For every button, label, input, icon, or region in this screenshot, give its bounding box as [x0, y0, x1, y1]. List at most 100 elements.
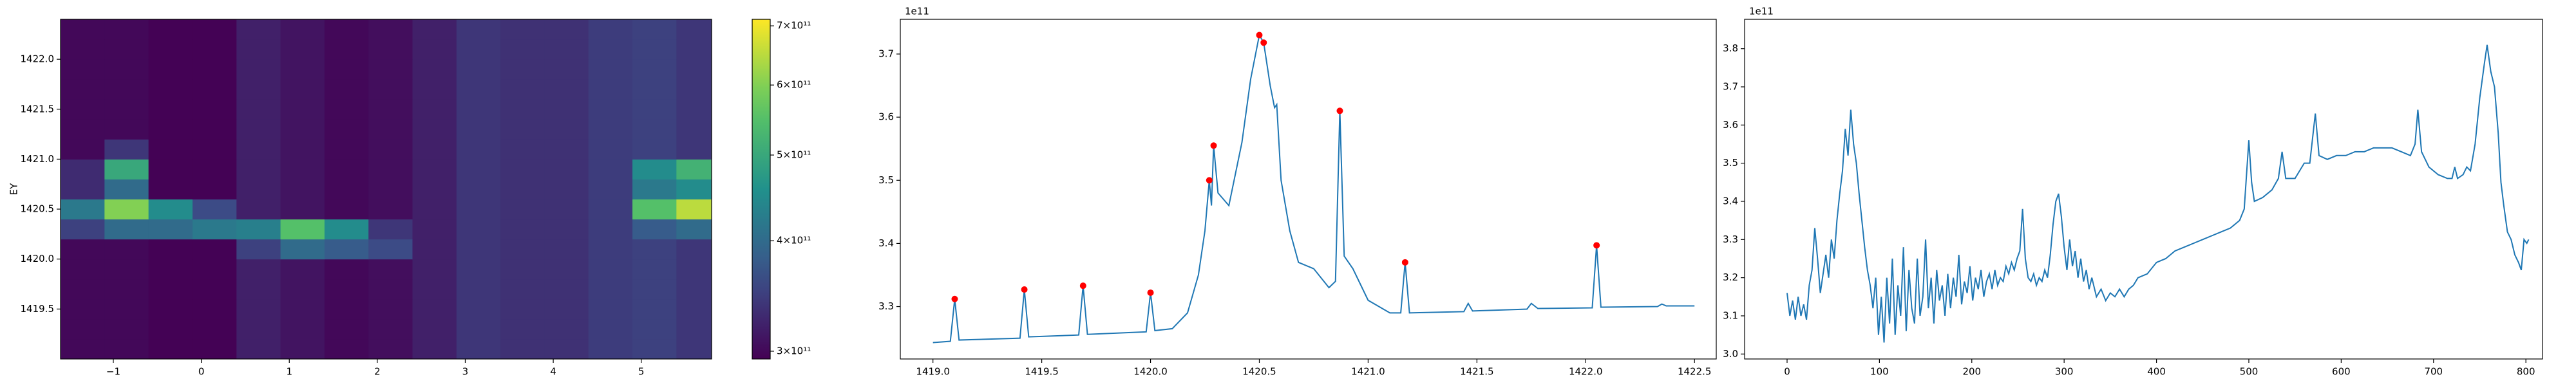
heatmap-cell	[104, 179, 149, 200]
heatmap-cell	[324, 119, 369, 140]
heatmap-cell	[324, 99, 369, 120]
colorbar-tick-label: 4×10¹¹	[777, 235, 811, 246]
heatmap-cell	[456, 139, 501, 160]
heatmap-cell	[368, 199, 413, 220]
heatmap-cell	[456, 119, 501, 140]
heatmap-cell	[544, 59, 589, 80]
heatmap-cell	[192, 199, 237, 220]
heatmap-cell	[412, 159, 457, 179]
heatmap-cell	[632, 19, 677, 40]
heatmap-cell	[632, 259, 677, 280]
heatmap-cell	[368, 39, 413, 60]
heatmap-cell	[588, 279, 633, 300]
heatmap-cell	[104, 299, 149, 320]
heatmap-cell	[412, 59, 457, 80]
heatmap-cell	[236, 59, 281, 80]
heatmap-cell	[148, 39, 193, 60]
heatmap-cell	[544, 79, 589, 100]
heatmap-cell	[280, 179, 325, 200]
y-tick-label: 1421.0	[21, 153, 55, 165]
heatmap-cell	[632, 239, 677, 260]
heatmap-cell	[104, 119, 149, 140]
heatmap-cell	[280, 39, 325, 60]
heatmap-cell	[104, 259, 149, 280]
heatmap-cell	[412, 19, 457, 40]
x-tick-label: 0	[198, 366, 205, 378]
heatmap-cell	[632, 99, 677, 120]
heatmap-cell	[104, 159, 149, 179]
heatmap-cell	[588, 139, 633, 160]
heatmap-cell	[412, 318, 457, 340]
heatmap-cell	[61, 259, 105, 280]
heatmap-cell	[368, 318, 413, 340]
y-tick-label: 3.2	[1723, 271, 1738, 283]
heatmap-cell	[632, 299, 677, 320]
heatmap-cell	[61, 99, 105, 120]
heatmap-cell	[324, 19, 369, 40]
heatmap-cell	[192, 99, 237, 120]
x-tick-label: 1422.0	[1569, 366, 1603, 378]
heatmap-cell	[544, 119, 589, 140]
heatmap-cell	[280, 79, 325, 100]
heatmap-cell	[632, 79, 677, 100]
peak-marker	[1260, 39, 1267, 46]
heatmap-cell	[148, 159, 193, 179]
heatmap-cell	[104, 338, 149, 359]
heatmap-cell	[104, 279, 149, 300]
heatmap-cell	[236, 239, 281, 260]
heatmap-cell	[632, 279, 677, 300]
heatmap-cell	[148, 79, 193, 100]
heatmap-cell	[500, 199, 545, 220]
heatmap-cell	[588, 299, 633, 320]
heatmap-cell	[500, 338, 545, 359]
heatmap-cell	[676, 39, 712, 60]
heatmap-cell	[544, 159, 589, 179]
heatmap-cell	[324, 39, 369, 60]
heatmap-cell	[456, 299, 501, 320]
y-tick-label: 3.3	[878, 300, 894, 312]
y-tick-label: 3.5	[1723, 157, 1738, 169]
heatmap-cell	[456, 39, 501, 60]
heatmap-cell	[676, 159, 712, 179]
peak-marker	[1256, 32, 1263, 39]
heatmap-cell	[324, 239, 369, 260]
heatmap-cell	[676, 19, 712, 40]
heatmap-cell	[148, 239, 193, 260]
y-tick-label: 1421.5	[21, 103, 55, 115]
heatmap-cell	[368, 299, 413, 320]
heatmap-cell	[588, 19, 633, 40]
heatmap-cell	[192, 318, 237, 340]
heatmap-cell	[456, 99, 501, 120]
y-axis-label: EY	[8, 183, 20, 195]
heatmap-cell	[500, 59, 545, 80]
heatmap-cell	[456, 338, 501, 359]
heatmap-cell	[192, 119, 237, 140]
heatmap-cell	[588, 119, 633, 140]
heatmap-cell	[324, 159, 369, 179]
peak-marker	[1593, 242, 1600, 249]
heatmap-cell	[192, 159, 237, 179]
heatmap-cell	[236, 199, 281, 220]
heatmap-cell	[676, 79, 712, 100]
heatmap-cell	[280, 99, 325, 120]
heatmap-cell	[500, 39, 545, 60]
x-tick-label: 1420.5	[1242, 366, 1276, 378]
heatmap-cell	[104, 318, 149, 340]
x-tick-label: 700	[2424, 366, 2443, 378]
heatmap-cell	[412, 39, 457, 60]
heatmap-cell	[412, 139, 457, 160]
heatmap-cell	[588, 259, 633, 280]
heatmap-cell	[500, 279, 545, 300]
line-series	[1786, 44, 2530, 343]
heatmap-cell	[236, 318, 281, 340]
heatmap-cell	[61, 318, 105, 340]
y-tick-label: 3.4	[878, 237, 894, 249]
heatmap-cell	[456, 59, 501, 80]
heatmap-cell	[632, 39, 677, 60]
heatmap-cell	[61, 219, 105, 240]
heatmap-cell	[676, 139, 712, 160]
y-tick-label: 3.5	[878, 174, 894, 186]
heatmap-cell	[192, 239, 237, 260]
y-tick-label: 1420.5	[21, 203, 55, 215]
